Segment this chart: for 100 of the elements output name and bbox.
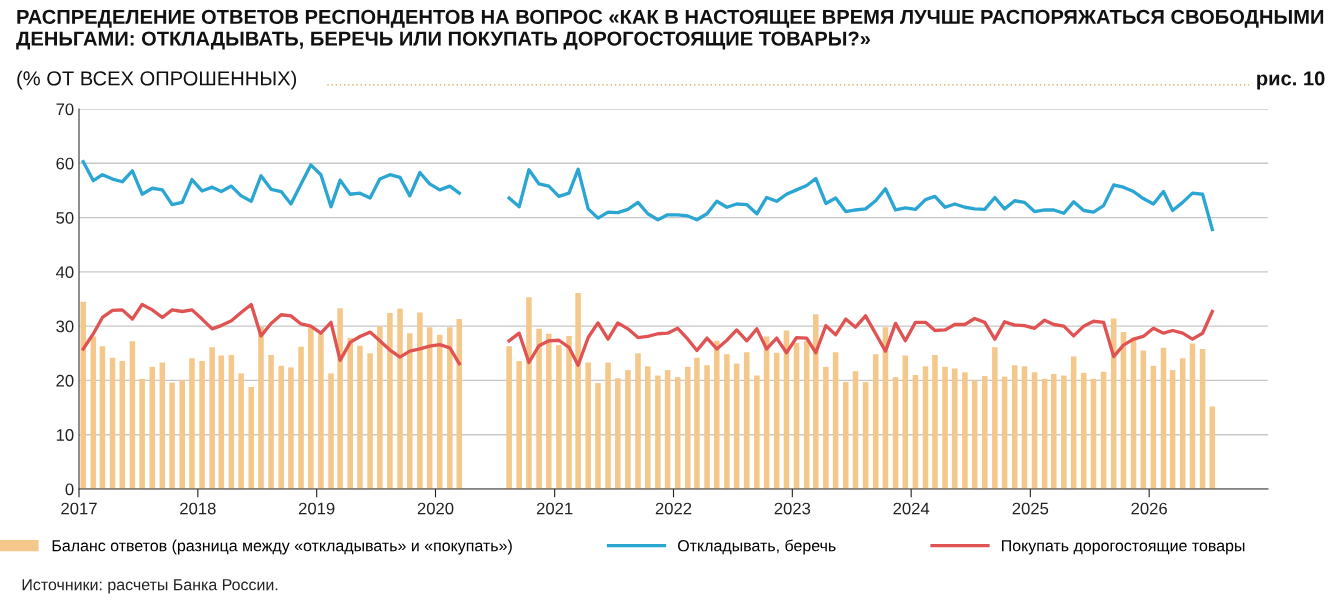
bar [922,366,929,489]
text: Источники: расчеты Банка России. [22,579,278,594]
bar [347,338,353,489]
bar [1051,373,1057,489]
x-tick-label: 2020 [417,502,454,515]
chart-title: РАСПРЕДЕЛЕНИЕ ОТВЕТОВ РЕСПОНДЕНТОВ НА ВОПРОС «КАК В НАСТОЯЩЕЕ ВРЕМЯ ЛУЧШЕ РАСПОРЯЖАТЬСЯ СВОБОДНЫМИ ДЕНЬГАМИ: ОТКЛАДЫВАТЬ, БЕРЕЧЬ ИЛИ ПОКУПАТЬ ДОРОГОСТОЯЩИЕ ТОВАРЫ?» [16,9,1324,50]
bar [981,376,988,489]
y-tick-label: 40 [55,266,74,279]
bar [149,366,156,489]
bar [387,313,393,489]
bar [1061,375,1067,489]
bar [1209,406,1216,489]
bar [238,373,244,489]
bar [942,366,948,489]
bar [407,333,413,489]
bar [218,355,225,489]
bar [308,327,314,489]
bar [773,352,780,489]
bar [298,346,304,489]
bar [129,341,136,489]
bar [139,378,145,489]
y-tick-label: 50 [56,211,74,224]
bar [536,328,542,489]
bar [556,345,562,489]
bar [288,367,294,489]
bar [902,355,909,489]
y-tick-label: 70 [56,103,74,116]
bar [743,352,750,489]
bar [932,354,938,489]
bar [823,366,829,489]
bar [575,293,581,489]
bar [962,372,968,489]
bar [80,301,86,489]
bar [1031,372,1038,489]
bar [1199,348,1206,489]
bar [992,347,998,489]
y-tick-label: 30 [56,320,74,333]
bar [1021,366,1028,489]
bar [714,340,720,489]
bar [228,354,235,489]
legend-label: Баланс ответов (разница между «откладывать» и «покупать») [52,539,512,555]
bar [248,386,254,489]
bar [1179,358,1186,489]
bar [793,342,800,489]
bar [704,365,710,489]
bar [892,377,899,489]
bar [664,370,671,489]
bar [635,353,641,489]
bar [566,335,572,489]
bar [1169,370,1176,489]
bar [605,362,611,489]
bar [912,375,919,489]
y-tick-label: 20 [56,374,74,387]
x-tick-label: 2025 [1012,502,1049,515]
legend-label: Покупать дорогостоящие товары [1002,540,1245,555]
bar [832,352,839,489]
bar [842,382,849,489]
bar [258,326,264,489]
bar [754,375,760,489]
bar [872,354,879,489]
bar [367,353,373,489]
bar [436,334,443,489]
x-tick-label: 2017 [61,502,97,515]
bar [268,354,274,489]
bar [655,375,661,489]
bar [318,333,324,489]
bar [625,370,631,489]
bar [417,312,423,489]
bar [357,345,363,489]
bar [1160,347,1167,489]
bar [278,365,284,489]
bar [447,327,453,489]
y-tick-label: 10 [56,429,74,441]
x-tick-label: 2022 [655,502,692,515]
bar [377,326,383,489]
legend-label: Откладывать, беречь [678,539,836,555]
bar [685,366,691,489]
bar [119,360,126,489]
bar [694,357,700,489]
bar [724,354,730,489]
bar [179,379,185,489]
x-tick-label: 2024 [893,502,930,515]
y-tick-label: 0 [65,483,74,496]
bar [852,371,859,489]
bar [674,377,681,489]
bar [99,346,106,489]
bar [952,368,958,489]
bar [862,382,869,489]
bar [1011,365,1018,489]
bar [506,346,512,489]
bar [585,362,591,489]
x-tick-label: 2021 [536,502,573,515]
bar [645,366,651,489]
x-tick-label: 2023 [774,502,811,515]
bar [516,360,522,489]
bar [615,378,621,489]
x-tick-label: 2019 [298,502,335,515]
bar [595,383,601,489]
x-tick-label: 2026 [1131,502,1167,515]
bar [199,360,205,489]
